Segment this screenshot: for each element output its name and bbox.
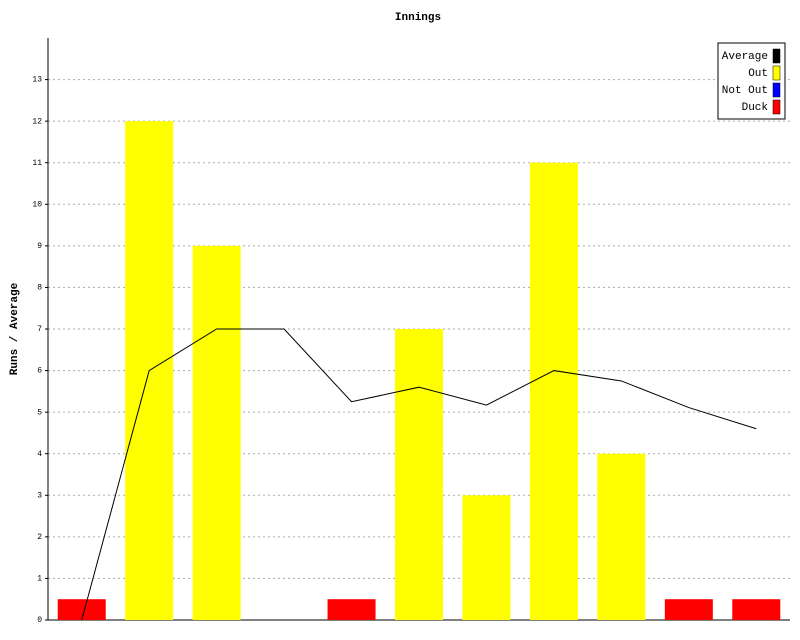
y-tick-label: 4 [37, 450, 42, 459]
average-line [81, 328, 757, 621]
y-tick-label: 11 [32, 159, 42, 168]
chart-title: Innings [395, 12, 441, 24]
bar [462, 495, 511, 620]
bar [327, 599, 376, 620]
y-tick-label: 8 [37, 284, 42, 293]
y-tick-label: 0 [37, 616, 42, 625]
y-tick-label: 2 [37, 533, 42, 542]
legend-label: Not Out [722, 85, 768, 97]
y-tick-label: 6 [37, 367, 42, 376]
y-tick-label: 13 [32, 76, 42, 85]
legend-swatch [772, 65, 781, 81]
bar [192, 245, 241, 620]
bar [664, 599, 713, 620]
legend-swatch [772, 99, 781, 115]
y-tick-label: 12 [32, 117, 42, 126]
y-axis-label: Runs / Average [9, 282, 21, 375]
y-tick-label: 9 [37, 242, 42, 251]
y-tick-label: 3 [37, 491, 42, 500]
legend-swatch [772, 82, 781, 98]
y-tick-label: 10 [32, 200, 42, 209]
y-tick-label: 5 [37, 408, 42, 417]
legend-label: Out [748, 68, 768, 80]
bar [732, 599, 781, 620]
legend-swatch [772, 48, 781, 64]
bar [529, 162, 578, 620]
bar [57, 599, 106, 620]
y-tick-label: 1 [37, 575, 42, 584]
bar [395, 329, 443, 620]
bar [597, 453, 646, 620]
legend-label: Duck [742, 102, 769, 114]
legend-label: Average [722, 51, 768, 63]
y-tick-label: 7 [37, 325, 42, 334]
